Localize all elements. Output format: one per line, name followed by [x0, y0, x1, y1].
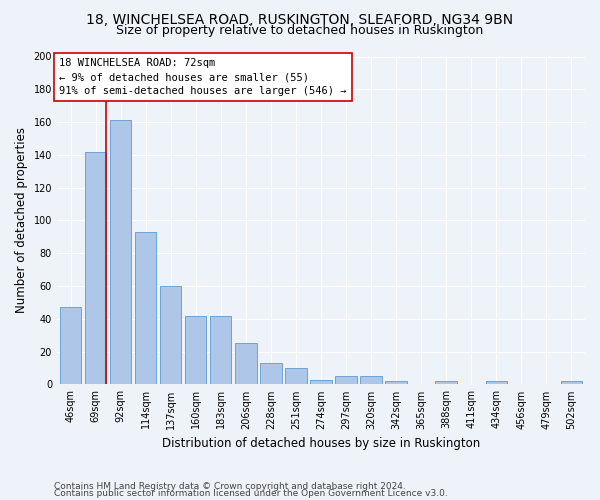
Bar	[160, 286, 181, 384]
Bar	[235, 344, 257, 384]
Bar	[210, 316, 232, 384]
Text: Size of property relative to detached houses in Ruskington: Size of property relative to detached ho…	[116, 24, 484, 37]
Bar	[436, 381, 457, 384]
Bar	[110, 120, 131, 384]
Bar	[260, 363, 281, 384]
Bar	[185, 316, 206, 384]
Bar	[310, 380, 332, 384]
Text: Contains public sector information licensed under the Open Government Licence v3: Contains public sector information licen…	[54, 489, 448, 498]
Bar	[135, 232, 157, 384]
Text: Contains HM Land Registry data © Crown copyright and database right 2024.: Contains HM Land Registry data © Crown c…	[54, 482, 406, 491]
Bar	[485, 381, 507, 384]
Bar	[335, 376, 356, 384]
Bar	[560, 381, 582, 384]
Bar	[385, 381, 407, 384]
Text: 18, WINCHELSEA ROAD, RUSKINGTON, SLEAFORD, NG34 9BN: 18, WINCHELSEA ROAD, RUSKINGTON, SLEAFOR…	[86, 12, 514, 26]
Bar	[361, 376, 382, 384]
Bar	[85, 152, 106, 384]
Bar	[285, 368, 307, 384]
Bar	[60, 308, 82, 384]
Y-axis label: Number of detached properties: Number of detached properties	[15, 128, 28, 314]
X-axis label: Distribution of detached houses by size in Ruskington: Distribution of detached houses by size …	[162, 437, 480, 450]
Text: 18 WINCHELSEA ROAD: 72sqm
← 9% of detached houses are smaller (55)
91% of semi-d: 18 WINCHELSEA ROAD: 72sqm ← 9% of detach…	[59, 58, 347, 96]
